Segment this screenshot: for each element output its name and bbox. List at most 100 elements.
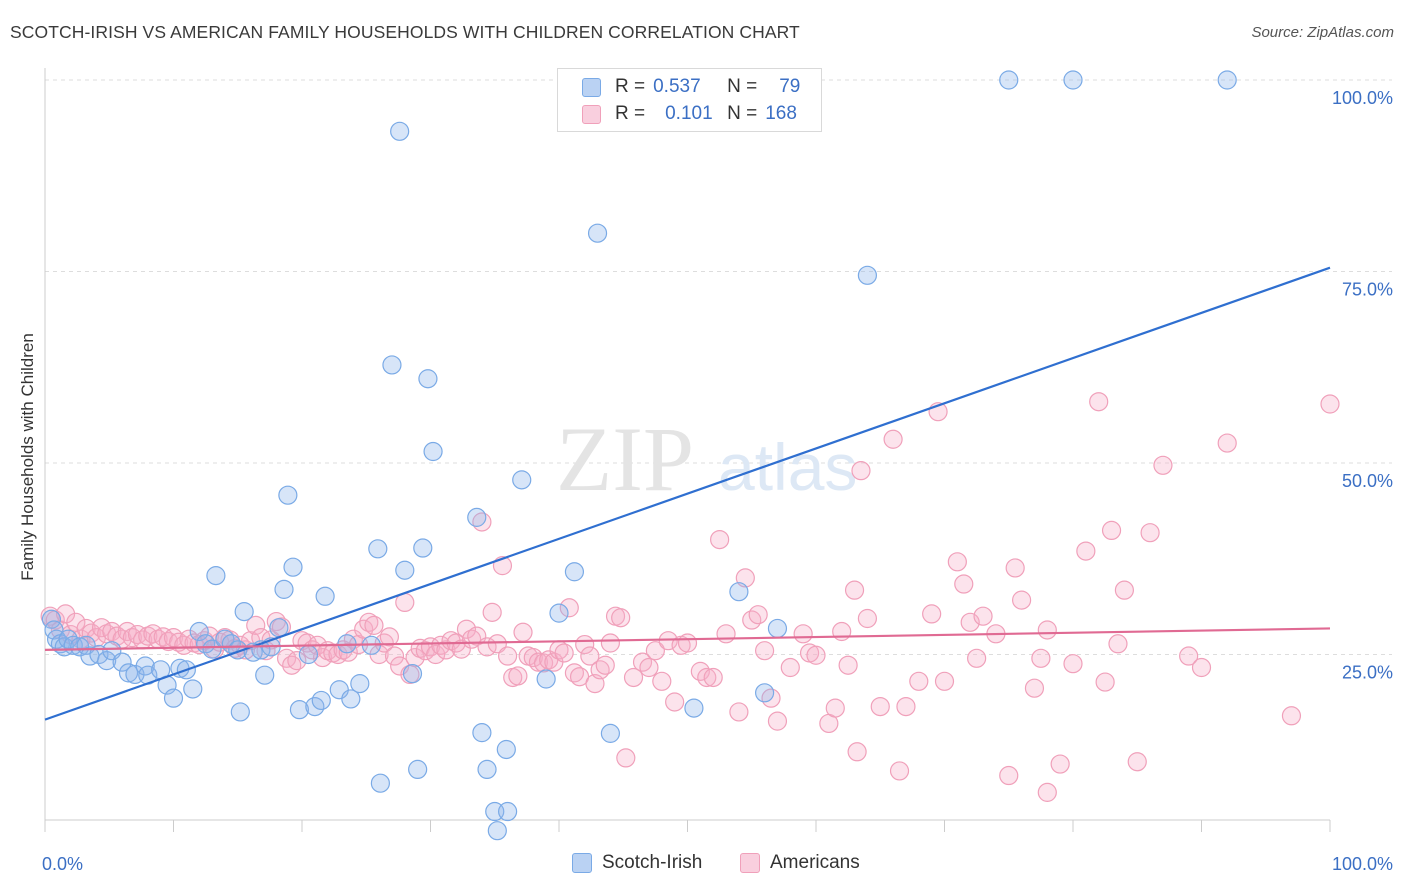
americans-point [158, 631, 178, 652]
scotch-irish-point [341, 689, 361, 709]
scotch-irish-point [408, 759, 428, 780]
scotch-irish-point [390, 121, 410, 141]
scotch-irish-point [350, 674, 370, 694]
scotch-irish-point [395, 560, 415, 580]
chart-title: SCOTCH-IRISH VS AMERICAN FAMILY HOUSEHOL… [10, 22, 800, 42]
scotch-irish-point [368, 539, 388, 559]
y-tick-label: 25.0% [1342, 663, 1393, 683]
americans-point [287, 651, 307, 671]
americans-point [896, 696, 916, 717]
americans-point [1127, 752, 1147, 772]
scotch-irish-point [564, 562, 585, 582]
legend-row-americans: R = 0.101 N = 168 [582, 102, 797, 126]
legend-row-scotch-irish: R = 0.537 N = 79 [582, 75, 800, 99]
scotch-irish-point [496, 739, 516, 760]
americans-trend-line [44, 627, 1331, 652]
americans-point [665, 692, 685, 712]
scotch-irish-point [498, 801, 518, 822]
bottom-legend-swatch-americans [740, 853, 760, 873]
legend-r-label: R = [615, 76, 646, 97]
legend-r-label: R = [615, 103, 646, 124]
bottom-legend-americans: Americans [740, 852, 860, 874]
scotch-irish-point [183, 679, 203, 699]
americans-point [838, 655, 858, 675]
scotch-irish-point [274, 579, 294, 599]
scotch-irish-point [487, 821, 507, 841]
americans-point [456, 619, 477, 639]
scotch-irish-point [512, 470, 532, 490]
americans-point [1140, 523, 1160, 543]
legend-n-value: 79 [779, 76, 801, 97]
americans-point [652, 671, 672, 691]
watermark-zip: ZIP [556, 408, 694, 510]
americans-point [379, 627, 399, 647]
americans-point [710, 529, 730, 550]
americans-point [600, 633, 621, 653]
americans-point [91, 618, 112, 638]
legend-n-label: N = [727, 103, 758, 124]
americans-point [580, 646, 600, 666]
americans-point [611, 608, 631, 628]
scotch-irish-point [418, 369, 438, 389]
americans-point [947, 552, 967, 572]
scotch-irish-point [202, 639, 222, 659]
americans-point [1024, 678, 1045, 698]
scotch-irish-point [230, 702, 250, 722]
y-tick-label: 75.0% [1342, 280, 1393, 300]
americans-point [934, 671, 955, 691]
americans-point [922, 604, 942, 624]
americans-point [1011, 590, 1032, 610]
x-tick-label-min: 0.0% [42, 854, 83, 874]
americans-point [967, 648, 987, 668]
scotch-irish-point [311, 690, 331, 711]
americans-point [832, 621, 852, 642]
scotch-irish-point [467, 507, 487, 527]
americans-point [559, 598, 579, 618]
legend-n-label: N = [727, 76, 758, 97]
scotch-irish-point [767, 618, 788, 639]
scotch-irish-point [234, 602, 254, 622]
americans-point [436, 640, 456, 660]
americans-point [127, 624, 148, 645]
chart-source: Source: ZipAtlas.com [1251, 24, 1394, 41]
scotch-irish-point [298, 644, 319, 665]
americans-point [513, 622, 533, 642]
axes [44, 68, 1331, 832]
scotch-irish-point [684, 698, 704, 718]
americans-point [1089, 392, 1109, 412]
americans-point [364, 615, 384, 635]
scotch-irish-point [118, 663, 139, 683]
americans-point [716, 624, 736, 644]
americans-point [645, 641, 665, 661]
americans-point [632, 652, 653, 672]
americans-point [954, 574, 974, 594]
americans-point [909, 671, 929, 691]
scotch-irish-point [163, 688, 184, 708]
americans-point [533, 653, 554, 673]
americans-point [107, 626, 127, 646]
americans-point [639, 657, 659, 678]
scotch-irish-point [1217, 70, 1237, 90]
scotch-irish-point [315, 586, 335, 606]
scotch-irish-point [477, 759, 497, 780]
scotch-irish-point [402, 664, 423, 684]
americans-point [844, 580, 865, 600]
bottom-legend-label: Americans [770, 852, 860, 873]
americans-point [1095, 672, 1115, 692]
americans-point [703, 667, 723, 688]
americans-point [246, 615, 266, 635]
scotch-irish-trend-line [44, 266, 1331, 721]
x-tick-label-max: 100.0% [1332, 854, 1393, 874]
americans-point [1281, 706, 1302, 726]
scotch-irish-point [382, 355, 402, 375]
americans-point [767, 711, 788, 731]
americans-point [1108, 634, 1128, 654]
scotch-irish-point [97, 651, 117, 671]
scotch-irish-point [536, 669, 556, 689]
americans-point [1191, 657, 1212, 678]
scotch-irish-point [587, 223, 608, 243]
bottom-legend-label: Scotch-Irish [602, 852, 703, 873]
scotch-irish-point [857, 265, 878, 285]
americans-point [451, 639, 471, 659]
